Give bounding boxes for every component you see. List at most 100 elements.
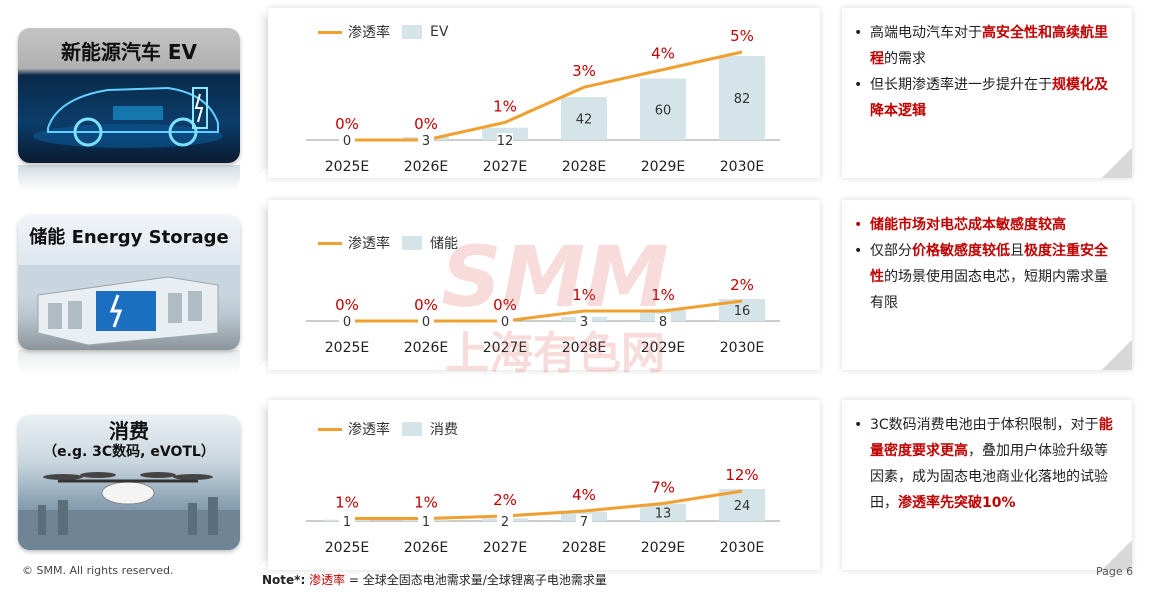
bar (719, 299, 765, 321)
storage-chart-notch (256, 200, 270, 370)
x-tick-label: 2030E (720, 340, 764, 356)
penetration-label: 1% (335, 494, 359, 512)
bar-value-label: 0 (501, 315, 509, 330)
bullet-text: 3C数码消费电池由于体积限制，对于 (870, 417, 1099, 433)
legend-bar-swatch (402, 25, 422, 39)
bullet-text: 且 (1010, 243, 1024, 259)
ev-bullets: 高端电动汽车对于高安全性和高续航里程的需求但长期渗透率进一步提升在于规模化及降本… (852, 20, 1120, 124)
x-tick-label: 2025E (325, 159, 369, 175)
penetration-line (347, 489, 743, 520)
storage-tile-reflection (18, 350, 240, 376)
copyright: © SMM. All rights reserved. (22, 564, 174, 577)
storage-bullets: 储能市场对电芯成本敏感度较高仅部分价格敏感度较低且极度注重安全性的场景使用固态电… (852, 212, 1120, 316)
footnote-term: 渗透率 (309, 573, 346, 587)
page-number: Page 6 (1096, 565, 1134, 578)
consumer-chart-card (268, 400, 820, 570)
x-tick-label: 2029E (641, 540, 685, 556)
penetration-label: 7% (651, 479, 675, 497)
penetration-label: 1% (572, 286, 596, 304)
consumer-chart: 1 1 2 7 13 24 1% 1% 2% 4% 7% 12% 2025E 2026E 2027E 2028… (306, 466, 780, 556)
x-tick-label: 2026E (404, 340, 448, 356)
penetration-label: 12% (725, 466, 758, 484)
bullet-highlight: 能量密度要求更高 (870, 417, 1113, 459)
page-curl (1102, 340, 1132, 370)
bar-label-bg (418, 314, 434, 328)
bullet-highlight: 高安全性和高续航里程 (870, 25, 1108, 67)
ev-image-tile: 新能源汽车 EV (18, 28, 240, 163)
bullet-item: 高端电动汽车对于高安全性和高续航里程的需求 (852, 20, 1120, 72)
x-tick-label: 2027E (483, 540, 527, 556)
ev-car-illustration (33, 86, 223, 148)
bullet-highlight: 渗透率先突破10% (898, 495, 1016, 511)
bar-value-label: 0 (422, 315, 430, 330)
x-tick-label: 2026E (404, 159, 448, 175)
bar-value-label: 3 (422, 134, 430, 149)
bar (640, 78, 686, 140)
x-tick-label: 2027E (483, 159, 527, 175)
penetration-line (347, 299, 743, 323)
penetration-label: 0% (335, 115, 359, 133)
legend-line-label: 渗透率 (348, 422, 390, 438)
bar-value-label: 24 (734, 499, 751, 514)
storage-chart: 0 0 0 3 8 16 0% 0% 0% 1% 1% 2% 2025E 2026E 2027E 2028E 2… (306, 276, 780, 356)
footnote: Note*: 渗透率 = 全球全固态电池需求量/全球锂离子电池需求量 (262, 571, 607, 588)
legend-bar-swatch (402, 422, 422, 436)
legend-line-swatch (318, 427, 342, 431)
bar-value-label: 3 (580, 315, 588, 330)
bar-value-label: 16 (734, 304, 751, 319)
storage-note-card: 储能市场对电芯成本敏感度较高仅部分价格敏感度较低且极度注重安全性的场景使用固态电… (842, 200, 1132, 370)
tile-title: 消费 (109, 419, 149, 443)
x-tick-label: 2028E (562, 540, 606, 556)
bar-label-bg (497, 314, 513, 328)
bullet-item: 3C数码消费电池由于体积限制，对于能量密度要求更高，叠加用户体验升级等因素，成为… (852, 412, 1120, 516)
bullet-text: ，叠加用户体验升级等因素，成为固态电池商业化落地的试验田， (870, 443, 1108, 511)
bullet-item: 储能市场对电芯成本敏感度较高 (852, 212, 1120, 238)
bar-value-label: 12 (497, 134, 514, 149)
penetration-label: 4% (572, 486, 596, 504)
row-ev: 新能源汽车 EV 0 3 12 42 60 82 0% 0% 1% 3% 4% 5% 2025E 2026… (0, 0, 1152, 191)
penetration-label: 0% (414, 296, 438, 314)
tile-title: 新能源汽车 EV (60, 40, 198, 64)
bullet-text: 仅部分 (870, 243, 912, 259)
bar-value-label: 2 (501, 515, 509, 530)
penetration-label: 3% (572, 62, 596, 80)
legend-bar-label: 储能 (430, 236, 458, 252)
ev-chart-notch (256, 8, 270, 178)
bar-label-bg (497, 133, 513, 147)
bar (561, 96, 607, 140)
penetration-label: 0% (493, 296, 517, 314)
bar-label-bg (339, 314, 355, 328)
x-tick-label: 2030E (720, 159, 764, 175)
bar-label-bg (576, 314, 592, 328)
bullet-text: 的需求 (884, 51, 926, 67)
x-tick-label: 2028E (562, 159, 606, 175)
bar-label-bg (339, 133, 355, 147)
legend-line-swatch (318, 30, 342, 34)
penetration-label: 2% (493, 491, 517, 509)
bar-value-label: 82 (734, 92, 751, 107)
x-tick-label: 2025E (325, 340, 369, 356)
row-energy-storage: 储能 Energy Storage 0 0 0 3 8 16 0% 0% 0% 1% 1% 2% 202… (0, 190, 1152, 376)
bar-value-label: 1 (343, 515, 351, 530)
bar-label-bg (418, 133, 434, 147)
x-tick-label: 2028E (562, 340, 606, 356)
evtol-illustration (18, 472, 240, 550)
bar-label-bg (576, 514, 592, 528)
x-tick-label: 2026E (404, 540, 448, 556)
bullet-item: 仅部分价格敏感度较低且极度注重安全性的场景使用固态电芯，短期内需求量有限 (852, 238, 1120, 316)
x-tick-label: 2029E (641, 340, 685, 356)
row-consumer: 消费 （e.g. 3C数码, eVOTL） 1 1 2 7 13 24 1% 1% 2% 4% 7%… (0, 390, 1152, 570)
penetration-label: 0% (335, 296, 359, 314)
consumer-note-card: 3C数码消费电池由于体积限制，对于能量密度要求更高，叠加用户体验升级等因素，成为… (842, 400, 1132, 570)
bar-label-bg (418, 514, 434, 528)
ev-legend: 渗透率 EV (318, 23, 448, 41)
x-tick-label: 2029E (641, 159, 685, 175)
storage-chart-card (268, 200, 820, 370)
bar-value-label: 0 (343, 134, 351, 149)
bullet-highlight: 储能市场对电芯成本敏感度较高 (870, 217, 1066, 233)
bar-value-label: 1 (422, 515, 430, 530)
consumer-chart-notch (256, 400, 270, 570)
bar-value-label: 7 (580, 515, 588, 530)
bar-value-label: 13 (655, 506, 672, 521)
bar-value-label: 42 (576, 112, 593, 127)
